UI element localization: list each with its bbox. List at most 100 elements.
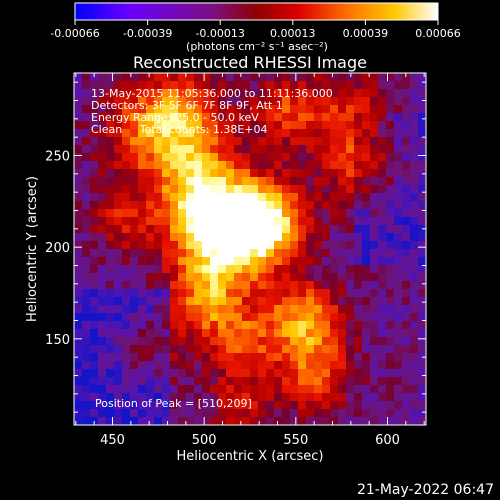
heatmap-cell — [114, 177, 123, 186]
heatmap-cell — [410, 313, 419, 322]
heatmap-cell — [74, 337, 83, 346]
heatmap-image — [74, 73, 426, 425]
heatmap-cell — [202, 393, 211, 402]
heatmap-cell — [274, 217, 283, 226]
heatmap-cell — [170, 121, 179, 130]
heatmap-cell — [170, 105, 179, 114]
heatmap-cell — [218, 337, 227, 346]
heatmap-cell — [130, 273, 139, 282]
heatmap-cell — [218, 305, 227, 314]
heatmap-cell — [82, 321, 91, 330]
heatmap-cell — [282, 409, 291, 418]
heatmap-cell — [298, 353, 307, 362]
annotation-clean-counts: Clean Total counts: 1.38E+04 — [91, 123, 268, 136]
heatmap-cell — [370, 105, 379, 114]
heatmap-cell — [226, 169, 235, 178]
heatmap-cell — [306, 105, 315, 114]
heatmap-cell — [306, 417, 315, 425]
heatmap-cell — [178, 417, 187, 425]
heatmap-cell — [386, 377, 395, 386]
heatmap-cell — [90, 345, 99, 354]
heatmap-cell — [154, 105, 163, 114]
heatmap-cell — [346, 81, 355, 90]
heatmap-cell — [266, 137, 275, 146]
heatmap-cell — [370, 209, 379, 218]
heatmap-cell — [82, 313, 91, 322]
heatmap-cell — [354, 73, 363, 82]
heatmap-cell — [322, 185, 331, 194]
heatmap-cell — [258, 409, 267, 418]
heatmap-cell — [338, 161, 347, 170]
heatmap-cell — [314, 161, 323, 170]
heatmap-cell — [242, 209, 251, 218]
heatmap-cell — [258, 417, 267, 425]
heatmap-cell — [402, 337, 411, 346]
heatmap-cell — [418, 401, 426, 410]
heatmap-cell — [266, 97, 275, 106]
heatmap-cell — [274, 369, 283, 378]
heatmap-cell — [186, 329, 195, 338]
heatmap-cell — [314, 297, 323, 306]
heatmap-cell — [282, 177, 291, 186]
heatmap-cell — [330, 361, 339, 370]
heatmap-cell — [130, 297, 139, 306]
heatmap-cell — [298, 105, 307, 114]
heatmap-cell — [178, 113, 187, 122]
heatmap-cell — [226, 241, 235, 250]
heatmap-cell — [162, 401, 171, 410]
heatmap-cell — [378, 209, 387, 218]
heatmap-cell — [298, 329, 307, 338]
heatmap-cell — [138, 241, 147, 250]
heatmap-cell — [346, 345, 355, 354]
heatmap-cell — [130, 345, 139, 354]
heatmap-cell — [114, 393, 123, 402]
heatmap-cell — [338, 265, 347, 274]
heatmap-cell — [226, 377, 235, 386]
heatmap-cell — [282, 345, 291, 354]
heatmap-cell — [170, 129, 179, 138]
heatmap-cell — [306, 289, 315, 298]
heatmap-cell — [354, 329, 363, 338]
heatmap-cell — [322, 217, 331, 226]
heatmap-cell — [410, 137, 419, 146]
heatmap-cell — [394, 273, 403, 282]
heatmap-cell — [90, 289, 99, 298]
heatmap-cell — [162, 289, 171, 298]
heatmap-cell — [146, 305, 155, 314]
heatmap-cell — [258, 289, 267, 298]
heatmap-cell — [98, 233, 107, 242]
heatmap-cell — [290, 297, 299, 306]
heatmap-cell — [402, 329, 411, 338]
heatmap-cell — [114, 249, 123, 258]
heatmap-cell — [242, 337, 251, 346]
heatmap-cell — [138, 401, 147, 410]
heatmap-cell — [394, 377, 403, 386]
heatmap-cell — [346, 417, 355, 425]
heatmap-cell — [298, 153, 307, 162]
heatmap-cell — [338, 233, 347, 242]
heatmap-cell — [250, 225, 259, 234]
heatmap-cell — [418, 161, 426, 170]
heatmap-cell — [402, 377, 411, 386]
heatmap-cell — [114, 105, 123, 114]
heatmap-cell — [162, 409, 171, 418]
heatmap-cell — [290, 353, 299, 362]
heatmap-cell — [218, 201, 227, 210]
heatmap-cell — [194, 273, 203, 282]
heatmap-cell — [362, 401, 371, 410]
heatmap-cell — [138, 417, 147, 425]
heatmap-cell — [194, 161, 203, 170]
heatmap-cell — [250, 169, 259, 178]
heatmap-cell — [242, 161, 251, 170]
heatmap-cell — [122, 145, 131, 154]
heatmap-cell — [370, 241, 379, 250]
heatmap-cell — [274, 281, 283, 290]
heatmap-cell — [386, 409, 395, 418]
heatmap-cell — [98, 249, 107, 258]
heatmap-cell — [218, 177, 227, 186]
heatmap-cell — [418, 297, 426, 306]
heatmap-cell — [122, 385, 131, 394]
heatmap-cell — [322, 249, 331, 258]
heatmap-cell — [226, 281, 235, 290]
heatmap-cell — [122, 233, 131, 242]
